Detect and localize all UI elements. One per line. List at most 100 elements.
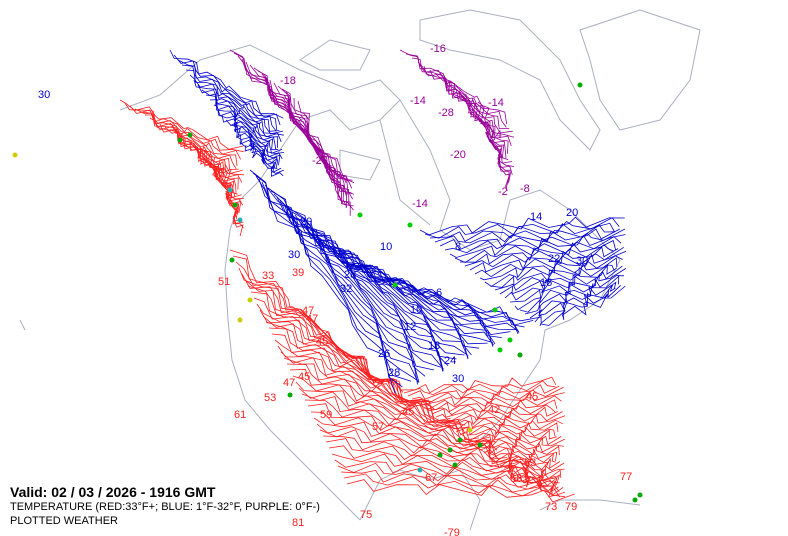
warm-contour: [459, 431, 562, 446]
subzero-contour: [289, 94, 354, 207]
warm-contour: [316, 423, 529, 468]
weather-symbol: [507, 337, 513, 343]
contour-label: 61: [234, 409, 246, 421]
warm-contour: [503, 465, 558, 488]
contour-label: 26: [378, 348, 390, 360]
contour-label: -14: [412, 198, 428, 210]
weather-symbol: [237, 217, 243, 223]
warm-contour: [274, 339, 461, 424]
warm-contour: [411, 386, 564, 403]
warm-contour: [301, 393, 497, 458]
cold-contour: [519, 275, 620, 313]
cold-contour: [333, 253, 518, 330]
contour-label: 16: [540, 277, 552, 289]
cold-contour: [288, 208, 449, 366]
warm-contour: [337, 462, 560, 492]
warm-contour: [423, 399, 558, 413]
cold-contour: [197, 84, 282, 143]
contour-label: 79: [565, 501, 577, 513]
warm-contour: [346, 479, 575, 503]
cold-contour: [229, 124, 279, 169]
contour-label: 47: [306, 313, 318, 325]
contour-label: 8: [455, 241, 461, 253]
cold-contour: [303, 223, 469, 360]
contour-label: 45: [316, 336, 328, 348]
cold-contour: [449, 234, 626, 258]
weather-symbol: [477, 442, 483, 448]
warm-contour: [194, 144, 242, 213]
temperature-legend: TEMPERATURE (RED:33°F+; BLUE: 1°F-32°F, …: [10, 501, 320, 513]
weather-symbol: [357, 212, 363, 218]
contour-label: 63: [524, 457, 536, 469]
cold-contour: [300, 220, 469, 359]
contour-label: 59: [320, 409, 332, 421]
contour-label: -28: [438, 107, 454, 119]
weather-symbol: [492, 307, 498, 313]
cold-contour: [484, 255, 623, 287]
cold-contour: [434, 224, 615, 244]
contour-label: 18: [428, 340, 440, 352]
subzero-contour: [483, 105, 511, 191]
warm-contour: [407, 384, 560, 400]
contour-label: 28: [344, 269, 356, 281]
contour-label: 45: [298, 371, 310, 383]
cold-contour: [312, 232, 488, 345]
cold-contour: [270, 190, 426, 377]
weather-symbol: [577, 82, 583, 88]
contour-label: 67: [425, 472, 437, 484]
cold-contour: [185, 69, 280, 132]
weather-symbol: [12, 152, 18, 158]
cold-contour: [201, 89, 279, 148]
contour-label: 30: [288, 249, 300, 261]
contour-label: 66: [510, 473, 522, 485]
cold-contour: [282, 202, 444, 372]
subzero-contour: [245, 61, 353, 189]
cold-contour: [276, 196, 442, 368]
cold-contour: [469, 246, 619, 273]
contour-label: 28: [388, 367, 400, 379]
contour-label: 53: [264, 392, 276, 404]
warm-contour: [304, 399, 500, 461]
valid-time: Valid: 02 / 03 / 2026 - 1916 GMT: [10, 484, 216, 500]
cold-contour: [213, 104, 283, 154]
warm-contour: [262, 315, 434, 418]
warm-contour: [119, 99, 244, 150]
warm-contour: [224, 162, 244, 237]
map-legend: Valid: 02 / 03 / 2026 - 1916 GMT TEMPERA…: [10, 484, 320, 528]
contour-label: -14: [410, 95, 426, 107]
weather-symbol: [637, 492, 643, 498]
warm-contour: [419, 395, 562, 411]
warm-contour: [319, 429, 529, 475]
contour-label: 73: [545, 501, 557, 513]
cold-contour: [294, 214, 465, 356]
cold-contour: [454, 236, 622, 263]
contour-label: 20: [300, 216, 312, 228]
cold-contour: [494, 264, 615, 291]
warm-contour: [447, 420, 559, 433]
contour-label: 10: [380, 241, 392, 253]
weather-symbol: [229, 257, 235, 263]
weather-symbol: [437, 452, 443, 458]
cold-contour: [351, 271, 541, 322]
contour-label: 30: [576, 255, 588, 267]
warm-contour: [340, 469, 560, 498]
cold-contour: [244, 144, 284, 177]
weather-symbol: [517, 352, 523, 358]
warm-contour: [322, 435, 530, 479]
warm-contour: [229, 249, 375, 385]
cold-contour: [209, 99, 279, 151]
warm-contour: [250, 291, 412, 402]
warm-contour: [277, 345, 466, 426]
warm-contour: [513, 475, 566, 498]
warm-contour: [310, 411, 519, 464]
warm-contour: [483, 448, 561, 469]
weather-symbol: [287, 392, 293, 398]
weather-symbol: [392, 282, 398, 288]
weather-symbol: [187, 132, 193, 138]
cold-contour: [267, 187, 420, 383]
cold-contour: [336, 256, 520, 333]
contour-label: 39: [292, 267, 304, 279]
contour-label: 32: [340, 283, 352, 295]
